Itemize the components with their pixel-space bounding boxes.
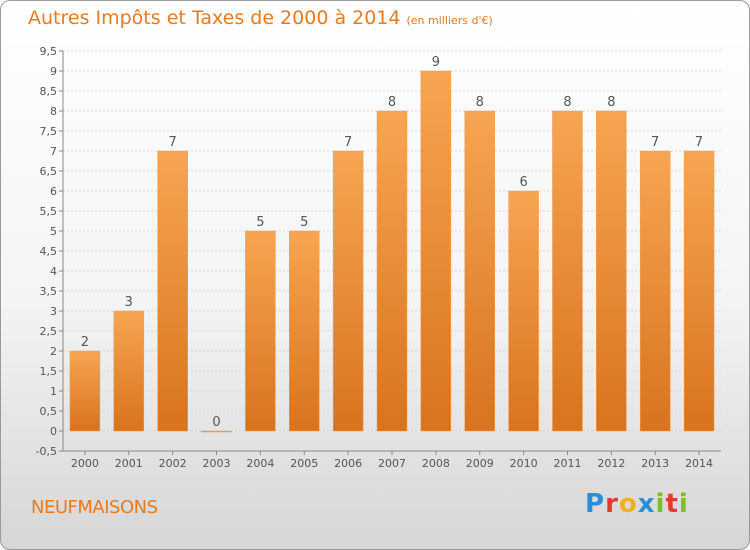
data-label: 9	[432, 55, 440, 70]
data-label: 7	[695, 135, 703, 150]
x-tick-label: 2007	[378, 457, 406, 470]
commune-name: NEUFMAISONS	[31, 497, 158, 518]
y-tick-label: 3,5	[40, 285, 58, 298]
y-tick-label: 2,5	[40, 325, 58, 338]
bar	[69, 350, 101, 432]
logo-letter: r	[605, 489, 619, 519]
y-tick-label: 3	[50, 305, 57, 318]
y-tick-label: 8,5	[40, 85, 58, 98]
x-tick-label: 2006	[334, 457, 362, 470]
bar	[420, 70, 452, 432]
bar	[245, 230, 276, 432]
y-tick-label: 4,5	[40, 245, 58, 258]
logo-letter: t	[665, 489, 679, 519]
x-tick-label: 2011	[553, 457, 581, 470]
y-tick-label: 6,5	[40, 165, 58, 178]
bar	[201, 430, 232, 433]
bar	[508, 190, 539, 432]
x-tick-label: 2013	[641, 457, 669, 470]
y-tick-label: 7,5	[40, 125, 58, 138]
logo-letter: i	[655, 489, 666, 519]
data-label: 8	[607, 95, 615, 110]
bar	[464, 110, 495, 432]
x-tick-label: 2001	[115, 457, 143, 470]
data-label: 5	[256, 215, 264, 230]
y-tick-label: -0,5	[36, 445, 57, 458]
logo-letter: o	[618, 489, 638, 519]
bar	[639, 150, 671, 432]
bar	[332, 150, 364, 432]
y-tick-label: 6	[50, 185, 57, 198]
data-label: 0	[212, 415, 220, 430]
x-tick-label: 2009	[466, 457, 494, 470]
logo-letter: P	[585, 489, 606, 519]
y-tick-label: 4	[50, 265, 57, 278]
x-tick-label: 2008	[422, 457, 450, 470]
proxiti-logo: Proxiti	[585, 489, 689, 519]
x-tick-label: 2003	[203, 457, 231, 470]
data-label: 8	[476, 95, 484, 110]
data-label: 2	[81, 335, 89, 350]
bar	[552, 110, 583, 432]
bar	[113, 310, 145, 432]
y-tick-label: 1	[50, 385, 57, 398]
data-label: 6	[519, 175, 527, 190]
x-tick-label: 2012	[597, 457, 625, 470]
y-tick-label: 9	[50, 65, 57, 78]
y-tick-label: 9,5	[40, 45, 58, 58]
y-tick-label: 0	[50, 425, 57, 438]
y-tick-label: 2	[50, 345, 57, 358]
y-tick-label: 0,5	[40, 405, 58, 418]
bar	[376, 110, 408, 432]
bar	[289, 230, 320, 432]
y-tick-label: 5	[50, 225, 57, 238]
logo-letter: i	[678, 489, 689, 519]
x-tick-label: 2000	[71, 457, 99, 470]
y-tick-label: 8	[50, 105, 57, 118]
chart-title: Autres Impôts et Taxes de 2000 à 2014 (en…	[28, 7, 493, 29]
data-label: 7	[651, 135, 659, 150]
y-tick-label: 5,5	[40, 205, 58, 218]
bar	[157, 150, 188, 432]
data-label: 8	[563, 95, 571, 110]
chart-subtitle: (en milliers d'€)	[406, 14, 493, 27]
bar	[596, 110, 627, 432]
x-tick-label: 2005	[290, 457, 318, 470]
logo-letter: x	[637, 489, 656, 519]
bar	[683, 150, 715, 432]
data-label: 5	[300, 215, 308, 230]
x-tick-label: 2010	[510, 457, 538, 470]
data-label: 3	[125, 295, 133, 310]
x-tick-label: 2014	[685, 457, 713, 470]
x-tick-label: 2004	[246, 457, 274, 470]
data-label: 8	[388, 95, 396, 110]
data-label: 7	[344, 135, 352, 150]
y-tick-label: 1,5	[40, 365, 58, 378]
x-tick-label: 2002	[159, 457, 187, 470]
y-tick-label: 7	[50, 145, 57, 158]
data-label: 7	[169, 135, 177, 150]
